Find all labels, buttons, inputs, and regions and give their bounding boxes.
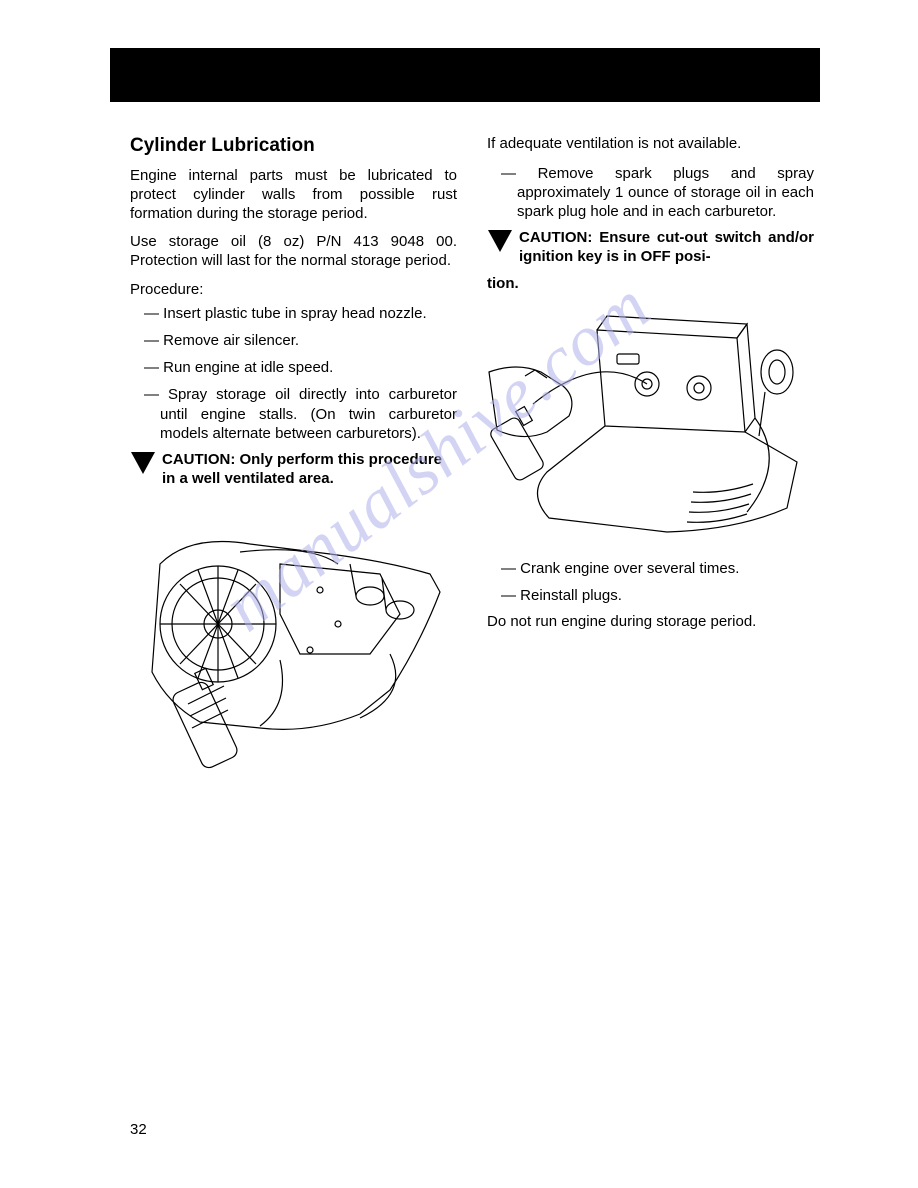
left-paragraph-1: Engine internal parts must be lubricated… <box>130 167 457 223</box>
procedure-label: Procedure: <box>130 281 457 298</box>
right-column: If adequate ventilation is not available… <box>487 135 814 791</box>
list-item: Insert plastic tube in spray head nozzle… <box>130 304 457 323</box>
list-item: Crank engine over several times. <box>487 559 814 578</box>
caution-triangle-icon <box>487 229 513 253</box>
page-number: 32 <box>130 1121 147 1138</box>
list-item: Run engine at idle speed. <box>130 358 457 377</box>
left-procedure-list: Insert plastic tube in spray head nozzle… <box>130 304 457 443</box>
section-heading: Cylinder Lubrication <box>130 135 457 157</box>
right-list-1: Remove spark plugs and spray approximate… <box>487 164 814 222</box>
content-area: Cylinder Lubrication Engine internal par… <box>130 135 815 791</box>
right-caution-text: CAUTION: Ensure cut-out switch and/or ig… <box>519 229 814 267</box>
caution-triangle-icon <box>130 451 156 475</box>
right-caution-trail: tion. <box>487 275 814 294</box>
right-list-2: Crank engine over several times. Reinsta… <box>487 559 814 605</box>
list-item: Spray storage oil directly into carburet… <box>130 385 457 443</box>
right-paragraph-2: Do not run engine during storage period. <box>487 613 814 632</box>
spark-plug-spray-illustration <box>487 312 814 542</box>
left-caution-text: CAUTION: Only perform this procedure in … <box>162 451 457 489</box>
right-caution-block: CAUTION: Ensure cut-out switch and/or ig… <box>487 229 814 267</box>
list-item: Reinstall plugs. <box>487 586 814 605</box>
header-black-bar <box>110 48 820 102</box>
list-item: Remove air silencer. <box>130 331 457 350</box>
left-paragraph-2: Use storage oil (8 oz) P/N 413 9048 00. … <box>130 233 457 271</box>
list-item: Remove spark plugs and spray approximate… <box>487 164 814 222</box>
left-caution-block: CAUTION: Only perform this procedure in … <box>130 451 457 489</box>
left-column: Cylinder Lubrication Engine internal par… <box>130 135 457 791</box>
right-paragraph-1: If adequate ventilation is not available… <box>487 135 814 154</box>
carburetor-spray-illustration <box>130 504 457 774</box>
